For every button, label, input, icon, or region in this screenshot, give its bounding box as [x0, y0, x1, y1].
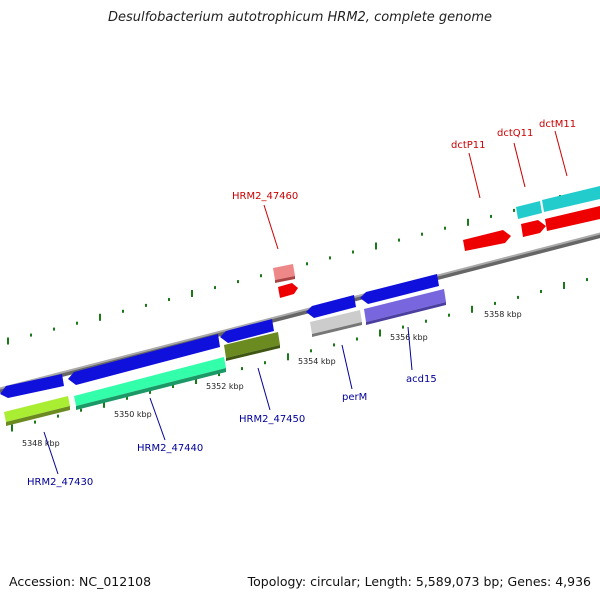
- genome-title: Desulfobacterium autotrophicum HRM2, com…: [107, 10, 493, 25]
- cds-arrow-red[interactable]: [463, 230, 511, 251]
- gene-track-forward: [273, 186, 600, 298]
- gene-label-hrm2-47450[interactable]: HRM2_47450: [239, 414, 305, 425]
- cds-block-mint-shade: [76, 368, 226, 410]
- cds-block-cyan[interactable]: [516, 201, 542, 219]
- ruler-label-5350: 5350 kbp: [114, 410, 152, 419]
- gene-label-dctm11[interactable]: dctM11: [539, 119, 576, 130]
- cds-arrow[interactable]: [360, 274, 439, 304]
- gene-label-acd15[interactable]: acd15: [406, 374, 437, 385]
- ruler-label-5354: 5354 kbp: [298, 357, 336, 366]
- gene-label-hrm2-47430[interactable]: HRM2_47430: [27, 477, 93, 488]
- cds-arrow[interactable]: [220, 319, 274, 343]
- cds-block-pink-shade: [275, 276, 295, 283]
- cds-arrow[interactable]: [68, 334, 220, 385]
- cds-block-lime-shade: [6, 406, 70, 426]
- tick-row-upper: [7, 191, 584, 345]
- cds-arrow[interactable]: [0, 374, 64, 398]
- leader-lines: [43, 130, 568, 475]
- tick-row-lower: [11, 278, 588, 432]
- cds-block-pink[interactable]: [273, 264, 295, 280]
- cds-block-olive[interactable]: [224, 332, 280, 358]
- gene-label-perm[interactable]: perM: [342, 392, 367, 403]
- gene-label-dctp11[interactable]: dctP11: [451, 140, 486, 151]
- cds-arrow-red[interactable]: [545, 206, 600, 231]
- gene-label-hrm2-47440[interactable]: HRM2_47440: [137, 443, 203, 454]
- cds-arrow-red[interactable]: [278, 283, 298, 298]
- gene-label-dctq11[interactable]: dctQ11: [497, 128, 533, 139]
- gene-track-blue-reverse: [0, 274, 439, 398]
- cds-arrow[interactable]: [306, 295, 356, 318]
- gene-labels: HRM2_47430 HRM2_47440 HRM2_47450 perM ac…: [27, 119, 576, 488]
- cds-block-silver-shade: [312, 322, 362, 337]
- cds-block-cyan[interactable]: [542, 186, 600, 212]
- cds-block-lime[interactable]: [4, 396, 70, 422]
- cds-block-lavender-shade: [366, 302, 446, 325]
- cds-block-mint[interactable]: [74, 357, 226, 406]
- cds-arrow-red[interactable]: [521, 220, 546, 237]
- ruler-label-5358: 5358 kbp: [484, 310, 522, 319]
- gene-label-hrm2-47460[interactable]: HRM2_47460: [232, 191, 298, 202]
- accession-text: Accession: NC_012108: [9, 574, 152, 589]
- genome-backbone: [0, 232, 600, 394]
- genome-summary-text: Topology: circular; Length: 5,589,073 bp…: [247, 574, 591, 589]
- ruler-label-5352: 5352 kbp: [206, 382, 244, 391]
- gene-track-colored-reverse: [4, 289, 446, 426]
- cds-block-silver[interactable]: [310, 310, 362, 334]
- cds-block-lavender[interactable]: [364, 289, 446, 322]
- cds-block-olive-shade: [226, 345, 280, 361]
- ruler-label-5348: 5348 kbp: [22, 439, 60, 448]
